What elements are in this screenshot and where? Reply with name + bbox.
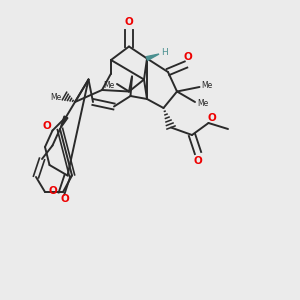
Text: Me: Me <box>50 93 62 102</box>
Text: O: O <box>207 112 216 123</box>
Text: Me: Me <box>201 81 213 90</box>
Text: H: H <box>161 48 167 57</box>
Text: Me: Me <box>103 81 114 90</box>
Text: O: O <box>49 186 58 196</box>
Polygon shape <box>60 116 68 129</box>
Text: O: O <box>194 155 202 166</box>
Text: O: O <box>184 52 193 62</box>
Text: O: O <box>60 194 69 205</box>
Text: O: O <box>42 121 51 131</box>
Polygon shape <box>146 54 159 60</box>
Text: Me: Me <box>197 99 208 108</box>
Text: O: O <box>124 16 134 27</box>
